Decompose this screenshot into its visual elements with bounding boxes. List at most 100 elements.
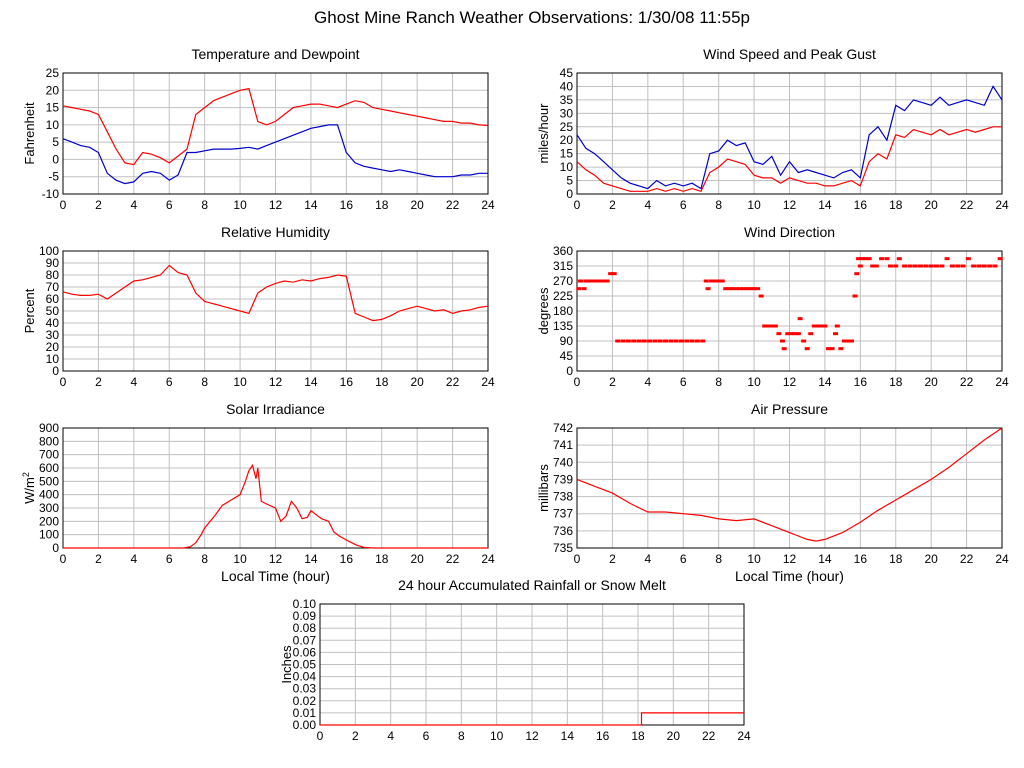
data-point (818, 324, 824, 328)
data-point (601, 279, 607, 283)
data-point (795, 332, 801, 336)
x-tick-label: 0 (574, 198, 581, 212)
x-tick-label: 14 (304, 198, 318, 212)
x-tick-label: 22 (960, 198, 974, 212)
grid (576, 250, 1003, 372)
data-point (918, 264, 924, 268)
y-tick-label: -5 (48, 170, 59, 184)
x-tick-label: 2 (609, 552, 616, 566)
data-point (781, 347, 787, 351)
y-tick-label: 25 (560, 120, 574, 134)
x-tick-label: 8 (715, 375, 722, 389)
y-tick-label: 900 (39, 421, 59, 435)
x-tick-label: 10 (233, 198, 247, 212)
x-tick-label: 22 (446, 375, 460, 389)
y-tick-label: 740 (553, 455, 573, 469)
x-tick-label: 22 (702, 729, 716, 743)
data-point (593, 279, 599, 283)
x-tick-label: 24 (481, 552, 495, 566)
y-tick-label: 0 (566, 187, 573, 201)
y-tick-label: 0.03 (293, 682, 317, 696)
x-tick-label: 2 (352, 729, 359, 743)
y-tick-label: 5 (566, 174, 573, 188)
x-tick-label: 24 (995, 375, 1009, 389)
x-tick-label: 8 (715, 552, 722, 566)
y-tick-label: 0.00 (293, 718, 317, 732)
x-tick-label: 18 (889, 552, 903, 566)
x-tick-label: 24 (481, 198, 495, 212)
plot-frame (576, 427, 1003, 549)
y-tick-label: 700 (39, 448, 59, 462)
data-point (762, 324, 768, 328)
x-tick-label: 16 (340, 198, 354, 212)
x-tick-label: 6 (166, 198, 173, 212)
x-tick-label: 8 (201, 552, 208, 566)
y-tick-label: 15 (46, 101, 60, 115)
x-tick-label: 18 (375, 552, 389, 566)
data-point (829, 347, 835, 351)
y-axis-label: millibars (536, 464, 551, 512)
data-point (705, 287, 711, 291)
x-tick-label: 20 (410, 552, 424, 566)
y-tick-label: 741 (553, 438, 573, 452)
data-point (815, 324, 821, 328)
data-point (737, 287, 743, 291)
data-point (597, 279, 603, 283)
data-point (779, 339, 785, 343)
x-tick-label: 16 (340, 552, 354, 566)
x-tick-label: 20 (410, 198, 424, 212)
data-point (740, 287, 746, 291)
x-tick-label: 20 (667, 729, 681, 743)
data-point (997, 257, 1003, 261)
x-tick-label: 16 (596, 729, 610, 743)
x-tick-label: 4 (644, 552, 651, 566)
x-tick-label: 14 (818, 375, 832, 389)
x-tick-label: 14 (304, 552, 318, 566)
data-point (854, 272, 860, 276)
y-tick-label: 200 (39, 514, 59, 528)
data-point (804, 347, 810, 351)
y-tick-label: 400 (39, 488, 59, 502)
data-point (748, 287, 754, 291)
data-point (896, 257, 902, 261)
data-point (703, 279, 709, 283)
y-tick-label: 35 (560, 93, 574, 107)
data-point (797, 317, 803, 321)
x-tick-label: 12 (783, 375, 797, 389)
y-tick-label: 0 (566, 364, 573, 378)
x-tick-label: 4 (130, 198, 137, 212)
x-axis-label: Local Time (hour) (735, 568, 844, 584)
data-point (987, 264, 993, 268)
grid (62, 427, 489, 549)
y-tick-label: -10 (42, 187, 60, 201)
x-tick-label: 10 (490, 729, 504, 743)
x-tick-label: 18 (889, 198, 903, 212)
data-point (758, 294, 764, 298)
x-tick-label: 4 (644, 375, 651, 389)
x-tick-label: 0 (574, 375, 581, 389)
y-tick-label: 739 (553, 472, 573, 486)
y-tick-label: 20 (46, 83, 60, 97)
x-tick-label: 14 (561, 729, 575, 743)
data-point (751, 287, 757, 291)
data-point (668, 339, 674, 343)
data-point (965, 257, 971, 261)
data-point (641, 339, 647, 343)
series-line-0 (576, 427, 1003, 542)
data-point (976, 264, 982, 268)
y-tick-label: 10 (46, 118, 60, 132)
x-tick-label: 8 (201, 198, 208, 212)
chart-title: Solar Irradiance (226, 401, 325, 417)
data-point (944, 257, 950, 261)
data-point (971, 264, 977, 268)
y-tick-label: 0.10 (293, 597, 317, 611)
x-tick-label: 20 (924, 375, 938, 389)
grid (319, 603, 745, 726)
data-point (955, 264, 961, 268)
x-tick-label: 14 (304, 375, 318, 389)
x-tick-label: 0 (60, 198, 67, 212)
data-point (852, 294, 858, 298)
